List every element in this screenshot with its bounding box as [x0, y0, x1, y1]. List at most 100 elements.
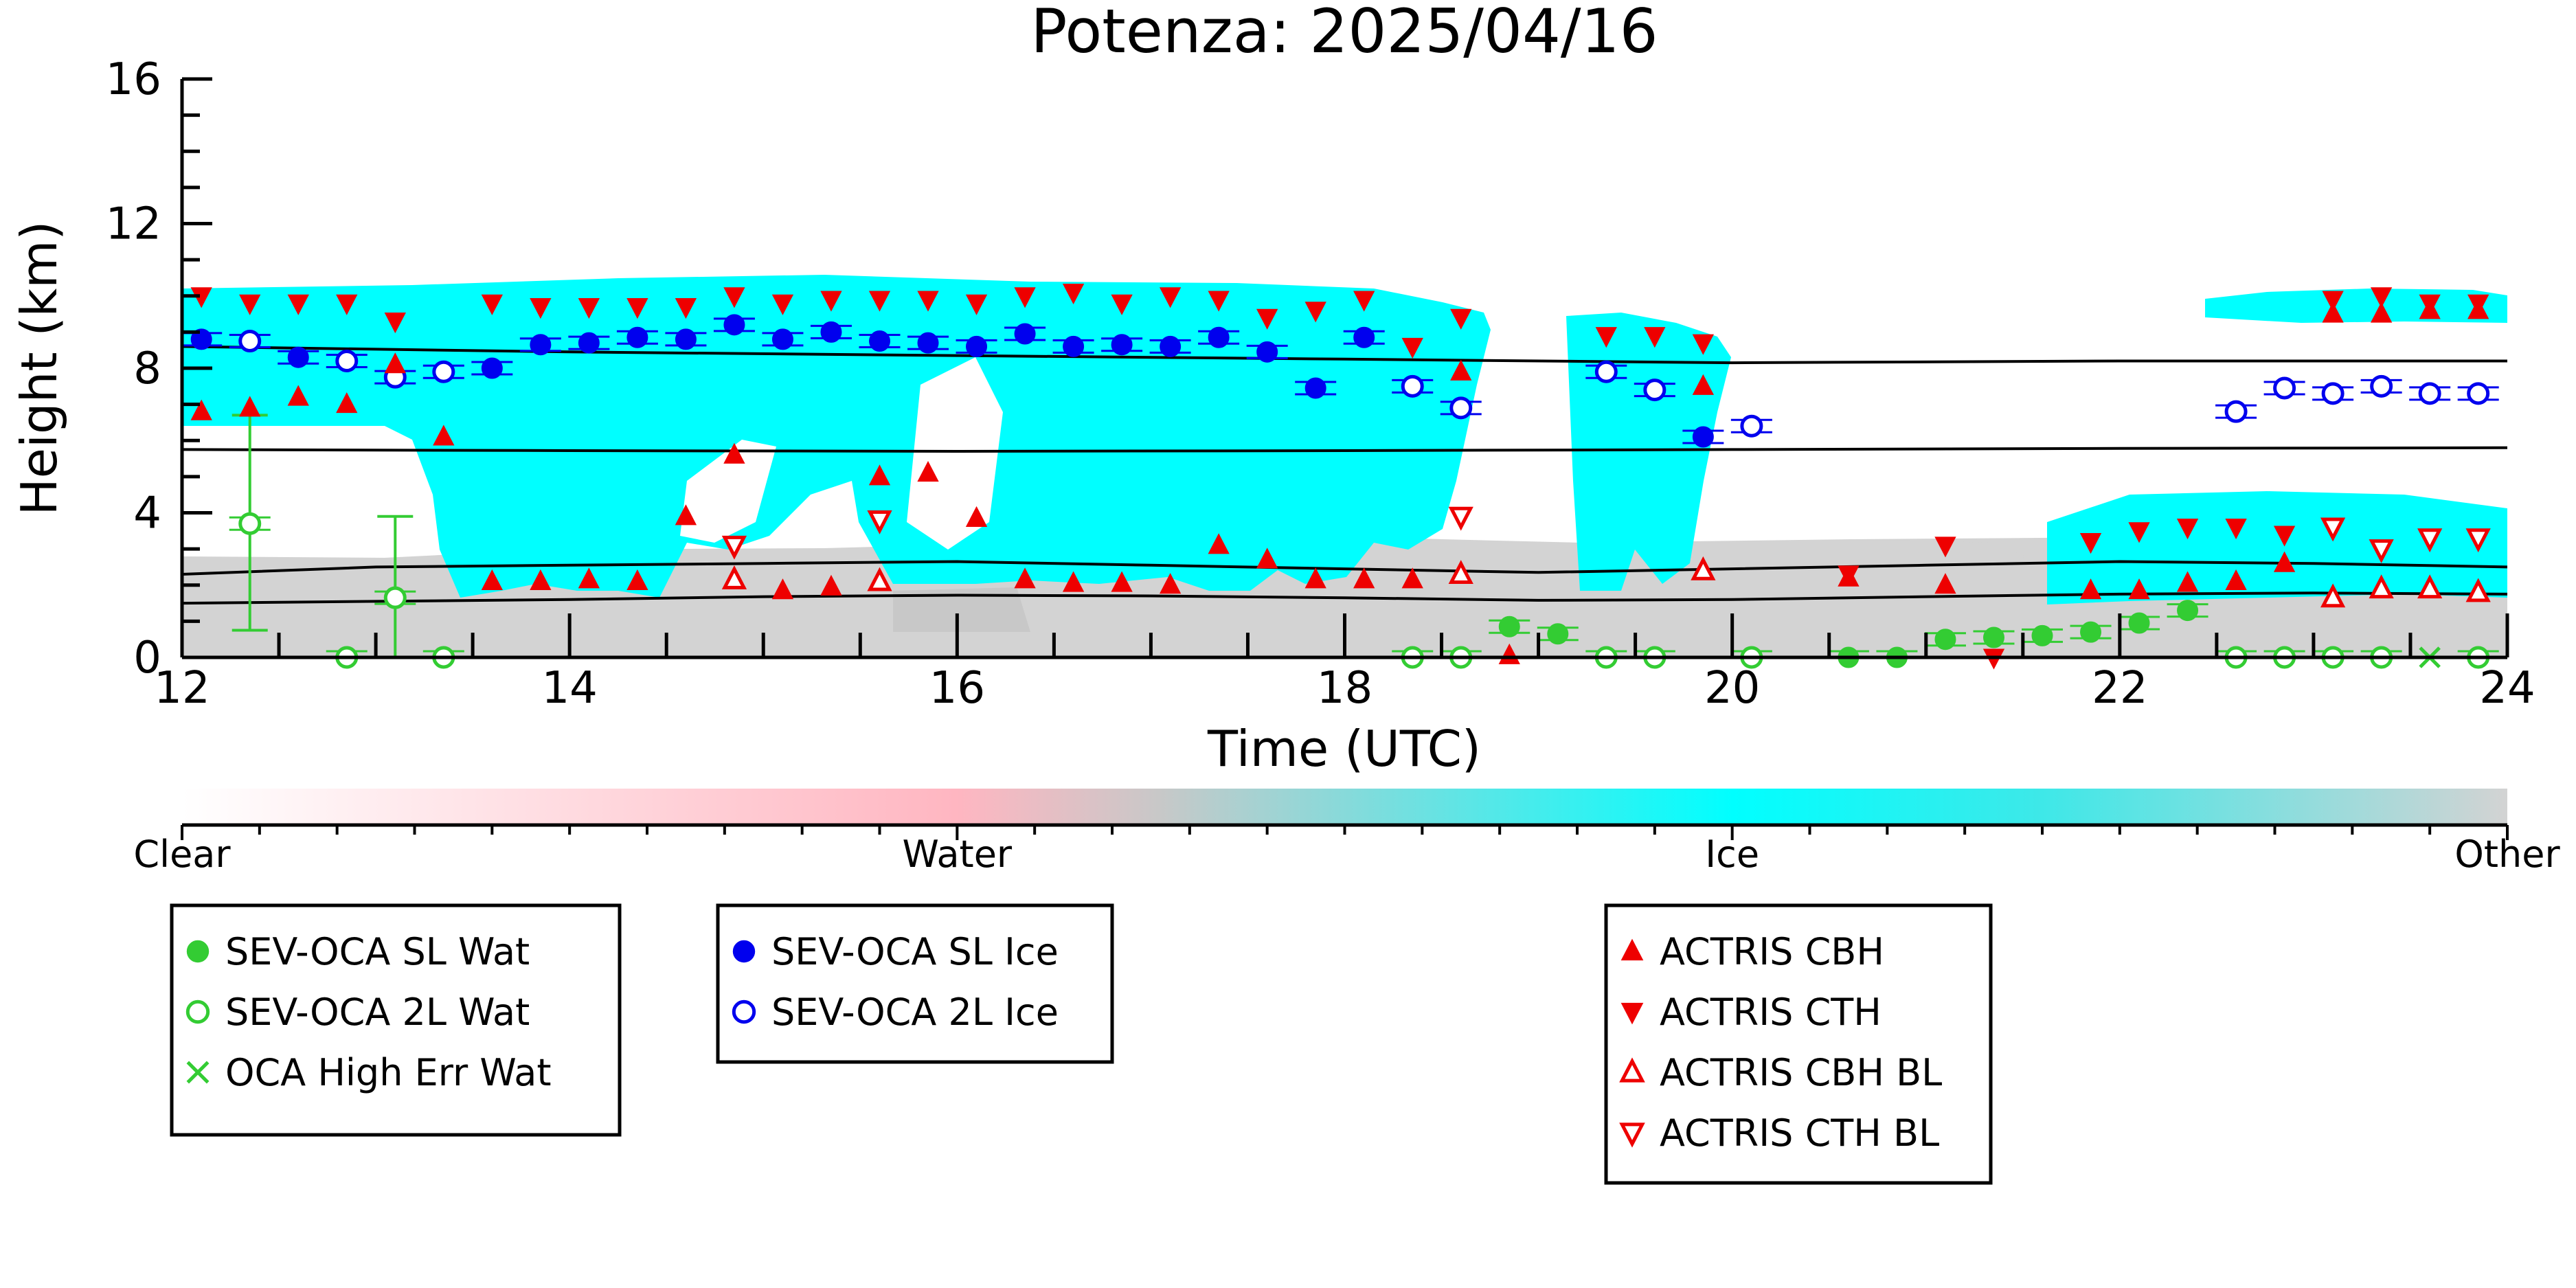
- y-tick-label: 0: [133, 633, 161, 683]
- x-tick-label: 16: [929, 663, 985, 714]
- data-point: [2418, 382, 2441, 405]
- legend-marker: [1620, 1002, 1644, 1025]
- data-point: [239, 294, 261, 315]
- classification-background: [182, 275, 2507, 657]
- data-point: [1691, 556, 1716, 580]
- ice-gap: [680, 440, 776, 543]
- data-point: [675, 504, 697, 526]
- data-point: [2419, 294, 2441, 315]
- legend-label: OCA High Err Wat: [225, 1051, 552, 1094]
- legend-label: ACTRIS CTH: [1660, 991, 1882, 1034]
- x-tick-label: 22: [2092, 663, 2147, 714]
- data-point: [1159, 573, 1182, 594]
- reference-line: [182, 591, 2507, 605]
- data-point: [723, 314, 745, 336]
- data-point: [2273, 551, 2296, 572]
- data-point: [1062, 283, 1085, 305]
- legend-marker: [1619, 1122, 1645, 1148]
- data-point: [287, 346, 309, 368]
- data-point: [1934, 629, 1956, 651]
- data-point: [2031, 624, 2053, 646]
- data-point: [384, 352, 406, 374]
- data-point: [1448, 506, 1473, 531]
- legend-label: ACTRIS CBH BL: [1660, 1051, 1942, 1094]
- data-point: [2370, 374, 2393, 398]
- legend-box: SEV-OCA SL Wat SEV-OCA 2L Wat OCA High Err…: [170, 903, 622, 1137]
- series-sev-oca-sl-wat: [1498, 600, 2199, 668]
- data-point: [1304, 302, 1326, 323]
- data-point: [1111, 571, 1133, 592]
- legend-box: ACTRIS CBH ACTRIS CTH ACTRIS CBH BL ACTRIS …: [1604, 903, 1993, 1185]
- data-point: [2465, 528, 2491, 553]
- data-point: [2321, 382, 2345, 405]
- data-point: [867, 510, 892, 534]
- data-point: [1934, 573, 1956, 594]
- data-point: [1304, 567, 1326, 589]
- other-region-late: [1731, 539, 2026, 570]
- legend-label: ACTRIS CTH BL: [1660, 1111, 1939, 1155]
- data-point: [287, 294, 309, 315]
- data-point: [190, 328, 212, 350]
- colorbar-ticks: [181, 825, 2509, 840]
- data-point: [965, 506, 988, 527]
- data-point: [1401, 337, 1423, 359]
- legends: SEV-OCA SL Wat SEV-OCA 2L Wat OCA High Err…: [170, 903, 1993, 1185]
- data-point: [2467, 294, 2489, 315]
- data-point: [626, 297, 648, 319]
- data-point: [1595, 327, 1617, 348]
- data-point: [1740, 414, 1763, 438]
- data-point: [820, 291, 842, 312]
- data-point: [190, 399, 212, 420]
- data-point: [1450, 359, 1472, 381]
- data-point: [868, 464, 891, 486]
- data-point: [2369, 539, 2394, 563]
- data-marks: [190, 283, 2491, 670]
- x-axis-title: Time (UTC): [1207, 720, 1481, 778]
- y-tick-label: 16: [106, 54, 161, 105]
- data-point: [1547, 623, 1569, 645]
- data-point: [2224, 400, 2248, 423]
- x-tick-label: 18: [1317, 663, 1372, 714]
- data-point: [1498, 615, 1520, 637]
- legend-box: SEV-OCA SL Ice SEV-OCA 2L Ice: [716, 903, 1114, 1064]
- data-point: [2225, 569, 2247, 591]
- data-point: [1450, 308, 1472, 330]
- x-tick-label: 14: [541, 663, 597, 714]
- data-point: [721, 565, 747, 589]
- legend-label: SEV-OCA SL Wat: [225, 930, 530, 973]
- legend-marker: [185, 999, 210, 1024]
- y-axis-title: Height (km): [10, 221, 68, 516]
- data-point: [1643, 379, 1667, 402]
- data-point: [432, 360, 455, 383]
- other-region-low: [893, 587, 1030, 632]
- y-tick-label: 8: [133, 343, 161, 394]
- legend-marker: [186, 940, 210, 963]
- data-point: [238, 512, 262, 535]
- data-point: [1063, 335, 1085, 357]
- legend-frame: [716, 903, 1114, 1064]
- legend-marker: [186, 1061, 210, 1084]
- data-point: [1401, 374, 1424, 398]
- data-point: [1934, 536, 1956, 558]
- data-point: [1111, 334, 1133, 356]
- data-point: [721, 535, 747, 560]
- data-point: [771, 294, 794, 315]
- data-point: [2467, 382, 2490, 405]
- legend-marker: [1620, 938, 1644, 961]
- data-point: [578, 567, 600, 589]
- data-point: [481, 357, 503, 379]
- data-point: [1401, 567, 1423, 589]
- colorbar-label: Water: [903, 833, 1013, 876]
- legend-label: SEV-OCA SL Ice: [771, 930, 1059, 973]
- data-point: [2273, 376, 2296, 400]
- data-point: [723, 442, 745, 464]
- data-point: [2371, 302, 2393, 323]
- data-point: [1982, 626, 2004, 648]
- colorbar-label: Other: [2454, 833, 2560, 876]
- x-tick-label: 12: [154, 663, 210, 714]
- data-point: [1449, 396, 1473, 420]
- data-point: [2176, 571, 2199, 592]
- data-point: [2176, 519, 2199, 540]
- data-point: [1014, 567, 1036, 589]
